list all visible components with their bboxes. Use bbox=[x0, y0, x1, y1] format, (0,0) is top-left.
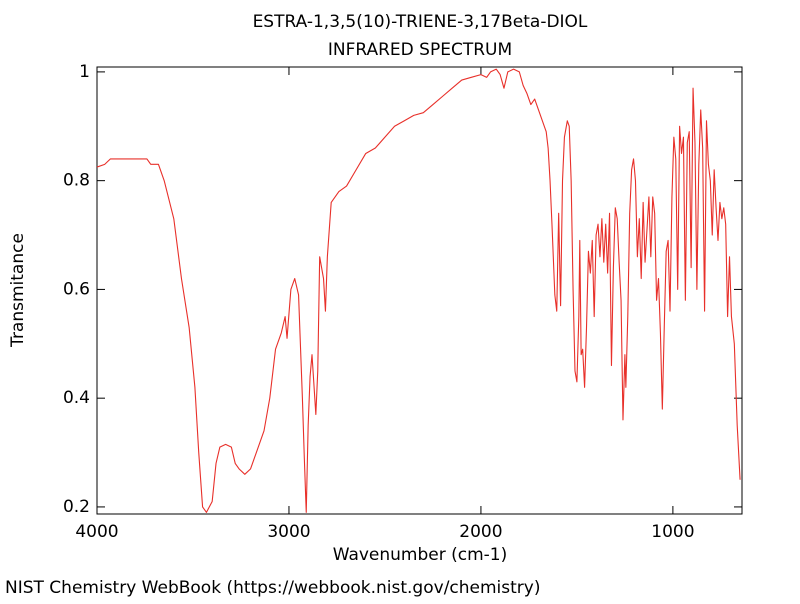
y-tick-label: 0.2 bbox=[63, 497, 90, 517]
x-axis-label: Wavenumber (cm-1) bbox=[333, 545, 508, 565]
x-tick-label: 3000 bbox=[267, 522, 310, 542]
source-note: NIST Chemistry WebBook (https://webbook.… bbox=[5, 578, 540, 598]
plot-frame bbox=[96, 66, 743, 515]
chart-subtitle: INFRARED SPECTRUM bbox=[328, 40, 512, 60]
y-tick-label: 1 bbox=[79, 62, 90, 82]
chart-title: ESTRA-1,3,5(10)-TRIENE-3,17Beta-DIOL bbox=[253, 12, 588, 32]
x-tick-label: 2000 bbox=[459, 522, 502, 542]
spectrum-line bbox=[96, 68, 741, 513]
y-tick-label: 0.8 bbox=[63, 171, 90, 191]
x-tick-label: 4000 bbox=[75, 522, 118, 542]
y-axis-label: Transmitance bbox=[8, 233, 28, 348]
y-tick-label: 0.4 bbox=[63, 388, 90, 408]
y-tick-label: 0.6 bbox=[63, 279, 90, 299]
x-tick-label: 1000 bbox=[651, 522, 694, 542]
